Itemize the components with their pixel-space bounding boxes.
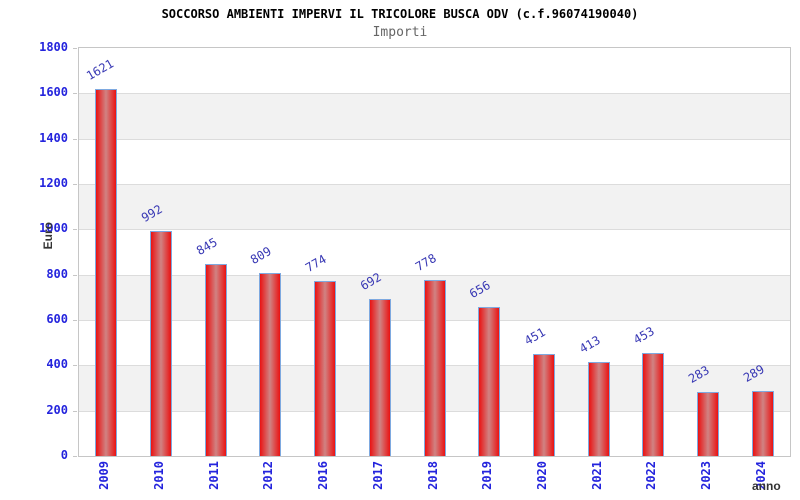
plot-band — [79, 184, 790, 230]
y-tick-label: 1000 — [39, 221, 68, 236]
gridline — [79, 229, 790, 231]
y-tick-mark — [73, 93, 77, 95]
y-tick-mark — [73, 184, 77, 185]
bar-2010 — [150, 231, 173, 456]
gridline — [79, 274, 790, 276]
y-tick-label: 400 — [46, 357, 68, 372]
x-tick-label-2021: 2021 — [589, 461, 604, 490]
plot-area: 1621 992 845 809 774 692 778 656 451 413 453 283 289 — [73, 47, 791, 457]
bar-2020 — [532, 353, 555, 456]
y-axis-title: Euro — [41, 222, 55, 250]
y-tick-label: 0 — [60, 448, 68, 462]
y-tick-mark — [73, 48, 77, 49]
y-tick-mark — [73, 274, 77, 276]
y-tick-label: 800 — [46, 266, 68, 281]
plot-band — [79, 229, 790, 275]
bar-2018 — [423, 279, 446, 456]
plot-band — [79, 93, 790, 139]
x-tick-label-2016: 2016 — [316, 461, 331, 490]
y-tick-label: 1400 — [39, 130, 68, 145]
bar-2011 — [204, 264, 227, 456]
plot-band — [79, 138, 790, 184]
x-tick-label-2022: 2022 — [644, 461, 659, 490]
y-tick-label: 1600 — [39, 85, 68, 100]
y-tick-mark — [73, 410, 77, 412]
bar-2012 — [259, 272, 282, 456]
gridline — [79, 184, 790, 185]
y-tick-mark — [73, 138, 77, 140]
x-tick-label-2018: 2018 — [425, 461, 440, 490]
x-tick-label-2020: 2020 — [534, 461, 549, 490]
bar-2021 — [587, 362, 610, 456]
x-tick-label-2023: 2023 — [698, 461, 713, 490]
y-tick-label: 1800 — [39, 40, 68, 54]
x-tick-label-2019: 2019 — [480, 461, 495, 490]
chart-title: SOCCORSO AMBIENTI IMPERVI IL TRICOLORE B… — [161, 7, 639, 21]
bar-2019 — [478, 307, 501, 456]
chart-subtitle: Importi — [372, 25, 428, 40]
x-tick-label-2012: 2012 — [261, 461, 276, 490]
bar-2024 — [751, 390, 774, 456]
bar-2016 — [314, 280, 337, 456]
x-tick-label-2011: 2011 — [206, 461, 221, 490]
bar-2023 — [696, 391, 719, 456]
y-tick-label: 1200 — [39, 176, 68, 190]
y-tick-label: 600 — [46, 312, 68, 326]
y-tick-mark — [73, 365, 77, 367]
x-tick-label-2009: 2009 — [97, 461, 112, 490]
x-axis: 2009 2010 2011 2012 2016 2017 2018 2019 2020 2021… — [78, 461, 790, 499]
y-tick-mark — [73, 229, 77, 231]
y-tick-label: 200 — [46, 402, 68, 417]
gridline — [79, 138, 790, 140]
bar-2022 — [642, 353, 665, 456]
y-tick-mark — [73, 456, 77, 457]
x-tick-label-2017: 2017 — [370, 461, 385, 490]
bar-2009 — [95, 88, 118, 456]
x-tick-label-2010: 2010 — [152, 461, 167, 490]
bar-2017 — [368, 299, 391, 456]
gridline — [79, 93, 790, 95]
x-axis-title: anno — [752, 479, 781, 493]
y-axis: 0 200 400 600 800 1000 1200 1400 1600 1800 — [0, 40, 72, 462]
y-tick-mark — [73, 320, 77, 321]
plot-band — [79, 48, 790, 94]
